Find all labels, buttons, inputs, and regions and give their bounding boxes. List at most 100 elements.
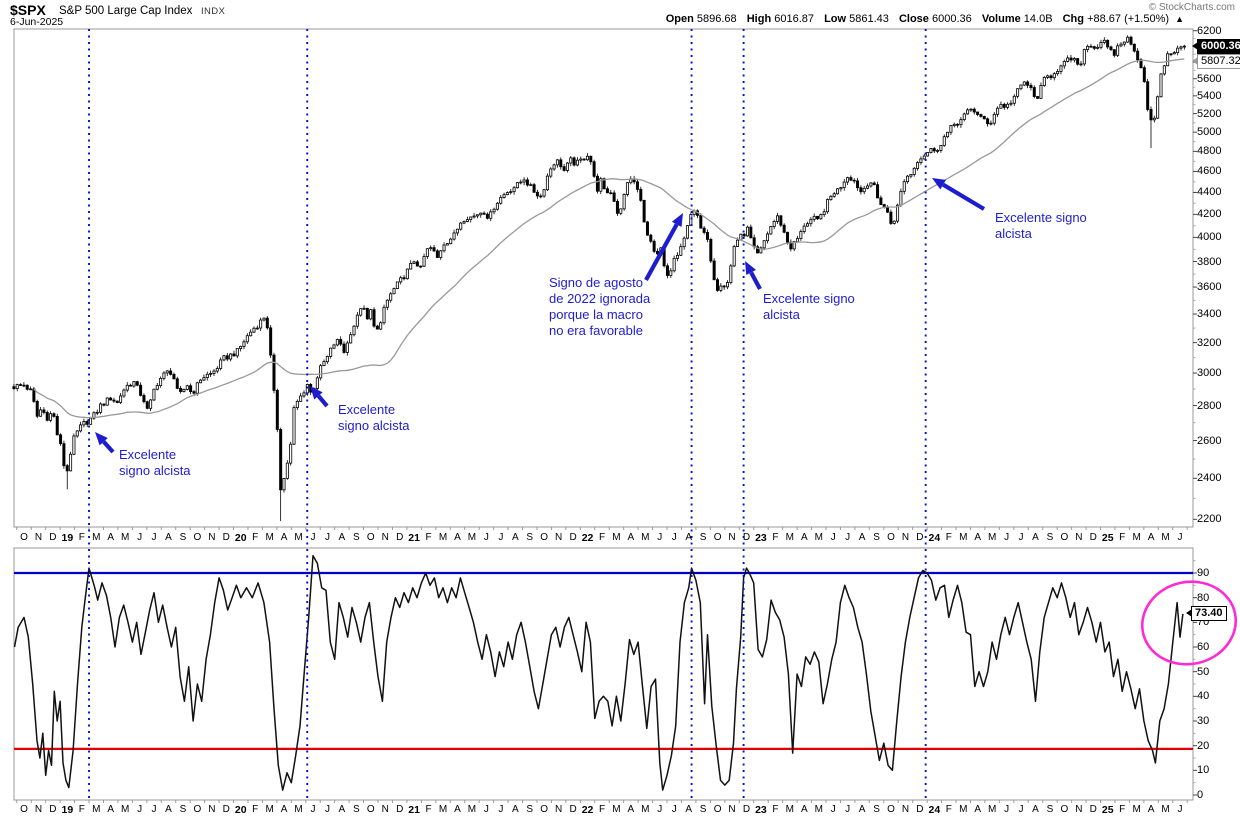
- x-axis-label: O: [20, 532, 28, 543]
- x-axis-label: A: [1032, 804, 1039, 815]
- x-axis-label: O: [1060, 532, 1069, 543]
- x-axis-label: A: [685, 532, 693, 543]
- main-panel-border: [13, 28, 1194, 528]
- x-axis-label: N: [34, 804, 43, 815]
- up-triangle-icon: ▲: [1175, 14, 1184, 24]
- x-axis-label: N: [728, 532, 736, 543]
- x-axis-label: M: [438, 804, 448, 815]
- main-y-axis-label: 4600: [1197, 165, 1222, 178]
- x-axis-label: S: [873, 532, 880, 543]
- x-axis-label: S: [699, 532, 707, 543]
- x-axis-label: D: [396, 804, 404, 815]
- x-axis-label: J: [151, 804, 157, 815]
- x-axis-label: M: [92, 532, 101, 543]
- x-axis-label: F: [1119, 804, 1126, 815]
- x-axis-label: M: [120, 804, 130, 815]
- annotation-arrow-head: [310, 386, 323, 400]
- x-axis-label: D: [222, 804, 230, 815]
- main-y-axis-label: 3200: [1197, 336, 1222, 349]
- main-y-axis-label: 3000: [1197, 367, 1222, 380]
- x-axis-label: A: [107, 532, 115, 543]
- annotation-text: Excelente signo alcista: [338, 402, 410, 433]
- x-axis-label: D: [569, 804, 577, 815]
- x-axis-label: A: [107, 804, 115, 815]
- x-axis-label: J: [151, 532, 157, 543]
- oscillator-y-axis-label: 10: [1197, 764, 1210, 777]
- x-axis-label: J: [830, 532, 836, 543]
- oscillator-y-axis-label: 20: [1197, 739, 1210, 752]
- x-axis-label: F: [78, 804, 85, 815]
- x-axis-label: S: [526, 804, 534, 815]
- open-value: 5896.68: [696, 13, 737, 25]
- high-value: 6016.87: [774, 13, 814, 25]
- oscillator-line: [13, 554, 1184, 791]
- x-axis-label: A: [627, 532, 635, 543]
- x-axis-label: D: [49, 804, 57, 815]
- ohlc-quote-bar: Open 5896.68 High 6016.87 Low 5861.43 Cl…: [659, 13, 1184, 25]
- x-axis-label: N: [901, 804, 910, 815]
- x-axis-label: 21: [408, 532, 420, 544]
- x-axis-label: A: [454, 532, 461, 543]
- x-axis-label: F: [425, 532, 432, 543]
- x-axis-label: M: [785, 804, 795, 815]
- x-axis-label: O: [366, 804, 375, 815]
- x-axis-label: D: [1089, 532, 1097, 543]
- annotation-arrow-head: [932, 178, 946, 190]
- x-axis-label: A: [454, 804, 461, 815]
- oscillator-y-axis-label: 80: [1197, 591, 1210, 604]
- x-axis-label: A: [338, 532, 346, 543]
- last-price-box: 6000.36: [1192, 39, 1240, 54]
- exchange-tag: INDX: [201, 6, 226, 17]
- oscillator-y-axis-label: 90: [1197, 566, 1210, 579]
- x-axis-label: J: [310, 804, 316, 815]
- x-axis-label: D: [742, 532, 751, 543]
- x-axis-label: M: [294, 804, 303, 815]
- x-axis-label: J: [498, 804, 504, 815]
- x-axis-label: 19: [61, 532, 74, 544]
- x-axis-label: M: [438, 532, 448, 543]
- oscillator-y-axis-label: 50: [1197, 665, 1210, 678]
- oscillator-y-axis-label: 0: [1197, 789, 1204, 801]
- x-axis-label: S: [1046, 804, 1054, 815]
- oscillator-value-box: 73.40: [1186, 606, 1227, 621]
- x-axis-label: O: [713, 804, 722, 815]
- x-axis-label: D: [1089, 804, 1097, 815]
- main-y-axis-label: 5400: [1197, 89, 1222, 102]
- annotation-arrow-head: [95, 432, 108, 446]
- x-axis-label: J: [1004, 804, 1010, 815]
- x-axis-label: 20: [234, 532, 247, 544]
- x-axis-label: J: [657, 532, 663, 543]
- x-axis-label: A: [338, 804, 346, 815]
- x-axis-label: 23: [755, 532, 767, 544]
- x-axis-label: 25: [1101, 804, 1114, 816]
- x-axis-label: M: [641, 532, 650, 543]
- x-axis-label: M: [1132, 804, 1141, 815]
- x-axis-label: F: [78, 532, 85, 543]
- x-axis-label: J: [1018, 804, 1024, 815]
- x-axis-label: S: [179, 532, 187, 543]
- oscillator-y-axis-label: 30: [1197, 714, 1210, 727]
- x-axis-label: O: [540, 804, 549, 815]
- x-axis-label: O: [20, 804, 28, 815]
- x-axis-label: O: [1060, 804, 1069, 815]
- x-axis-label: D: [916, 804, 924, 815]
- symbol-label: $SPX: [10, 2, 46, 18]
- x-axis-label: J: [830, 804, 836, 815]
- x-axis-label: M: [1161, 804, 1170, 815]
- x-axis-label: 22: [581, 804, 594, 816]
- x-axis-label: F: [598, 804, 606, 815]
- main-y-axis-label: 4000: [1197, 231, 1222, 244]
- x-axis-label: A: [165, 804, 172, 815]
- annotation-text: Excelente signo alcista: [995, 210, 1087, 241]
- main-y-axis-label: 4200: [1197, 208, 1222, 221]
- volume-label: Volume: [981, 13, 1021, 25]
- x-axis-label: N: [381, 532, 389, 543]
- annotation-arrow-head: [671, 213, 683, 228]
- main-y-axis-label: 4400: [1197, 186, 1222, 199]
- x-axis-label: J: [845, 532, 851, 543]
- oscillator-y-axis-label: 60: [1197, 640, 1210, 653]
- x-axis-label: O: [193, 532, 202, 543]
- x-axis-label: O: [887, 804, 895, 815]
- moving-average-line: [33, 58, 1185, 419]
- x-axis-label: J: [324, 804, 330, 815]
